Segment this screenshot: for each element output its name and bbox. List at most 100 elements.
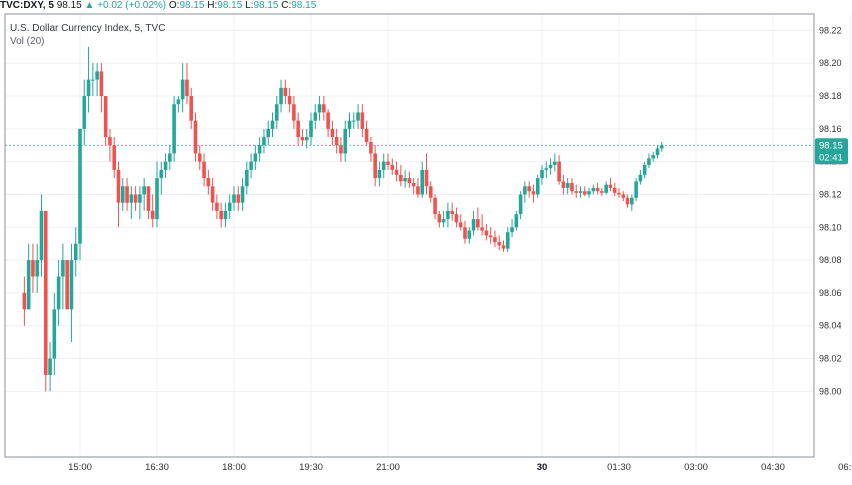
- candle: [317, 96, 322, 121]
- candle-body: [557, 161, 561, 182]
- candle-body: [176, 99, 181, 105]
- candle: [655, 145, 660, 159]
- candle: [206, 169, 211, 195]
- candle-body: [249, 161, 253, 170]
- candle-body: [202, 161, 206, 179]
- y-tick-label: 98.04: [819, 321, 842, 331]
- up-arrow-icon: ▲: [84, 0, 95, 11]
- candle-body: [510, 227, 514, 233]
- candle-body: [129, 194, 134, 203]
- candle: [193, 112, 198, 162]
- candle: [433, 194, 437, 220]
- candle-body: [416, 186, 420, 195]
- candle-body: [437, 214, 442, 223]
- candle: [232, 186, 236, 211]
- candle: [155, 161, 159, 228]
- y-tick-label: 98.18: [819, 91, 842, 101]
- price-tag[interactable]: 98.15 02:41: [815, 138, 848, 165]
- candle-body: [253, 153, 258, 162]
- candle-body: [420, 169, 425, 195]
- candles-layer: [22, 46, 664, 392]
- candle: [65, 260, 69, 310]
- candle: [364, 120, 369, 146]
- candle: [189, 87, 194, 129]
- candle: [86, 46, 91, 113]
- candle-body: [95, 71, 99, 80]
- last-price-value: 98.15: [56, 0, 82, 11]
- y-tick-label: 98.20: [819, 58, 842, 68]
- candle-body: [386, 161, 390, 165]
- candle-body: [317, 104, 322, 113]
- candle: [659, 141, 664, 152]
- price-axis[interactable]: 98.0098.0298.0498.0698.0898.1098.1298.14…: [819, 25, 842, 396]
- candle: [125, 178, 129, 211]
- candle-body: [604, 184, 608, 193]
- candle-body: [493, 237, 497, 243]
- candle: [446, 202, 450, 228]
- candle: [210, 178, 215, 211]
- candle: [43, 210, 48, 392]
- candle-body: [82, 96, 87, 129]
- time-axis[interactable]: 15:00 16:30 18:00 19:30 21:00 30 01:30 03:00 04:…: [68, 462, 852, 473]
- candle: [103, 96, 108, 146]
- price-tag-box: [815, 138, 848, 165]
- candle-body: [120, 186, 125, 203]
- candle-body: [424, 169, 429, 187]
- candle: [557, 155, 561, 185]
- candle-body: [471, 219, 476, 231]
- high-value: 98.15: [217, 0, 243, 11]
- candle-body: [360, 112, 365, 129]
- candle-body: [31, 260, 35, 277]
- candle: [322, 96, 326, 121]
- price-tag-value: 98.15: [819, 140, 843, 151]
- candle: [202, 153, 206, 187]
- candle: [377, 161, 382, 187]
- candle-body: [505, 232, 510, 249]
- candle-body: [125, 186, 129, 203]
- candle: [394, 161, 399, 182]
- candle-body: [86, 79, 91, 97]
- candle: [69, 243, 74, 343]
- candle: [531, 184, 536, 203]
- candle: [52, 292, 57, 375]
- candle: [309, 112, 313, 146]
- candle: [61, 243, 65, 310]
- volume-legend-label[interactable]: Vol (20): [10, 36, 44, 47]
- candle-body: [283, 87, 288, 97]
- candle: [604, 181, 608, 195]
- candle-body: [351, 120, 356, 122]
- candle-body: [659, 145, 664, 149]
- candle: [630, 194, 634, 211]
- candle: [548, 158, 553, 175]
- candle-body: [210, 186, 215, 203]
- candle-body: [189, 96, 194, 121]
- candle-body: [155, 178, 159, 220]
- candle-body: [582, 191, 587, 195]
- symbol-label: TVC:DXY, 5: [0, 0, 54, 11]
- candle: [185, 63, 189, 105]
- candle: [270, 112, 275, 138]
- candle-body: [651, 155, 656, 159]
- open-value: 98.15: [179, 0, 205, 11]
- candle-body: [612, 187, 617, 193]
- candle: [172, 96, 176, 162]
- chart-grid: [5, 14, 851, 457]
- candle-body: [655, 148, 660, 156]
- candle: [240, 178, 245, 211]
- candle-body: [270, 120, 275, 129]
- candle-body: [433, 197, 437, 215]
- price-tag-countdown: 02:41: [819, 152, 843, 163]
- candle-body: [26, 260, 31, 310]
- candle: [582, 186, 587, 197]
- candle: [514, 210, 519, 231]
- candle-body: [292, 104, 296, 121]
- candle-body: [518, 194, 523, 215]
- candle-body: [561, 181, 566, 188]
- candle: [26, 243, 31, 310]
- candle: [647, 153, 651, 169]
- low-value: 98.15: [253, 0, 279, 11]
- candle-body: [52, 309, 57, 359]
- candle: [527, 181, 531, 198]
- candle-body: [488, 235, 493, 238]
